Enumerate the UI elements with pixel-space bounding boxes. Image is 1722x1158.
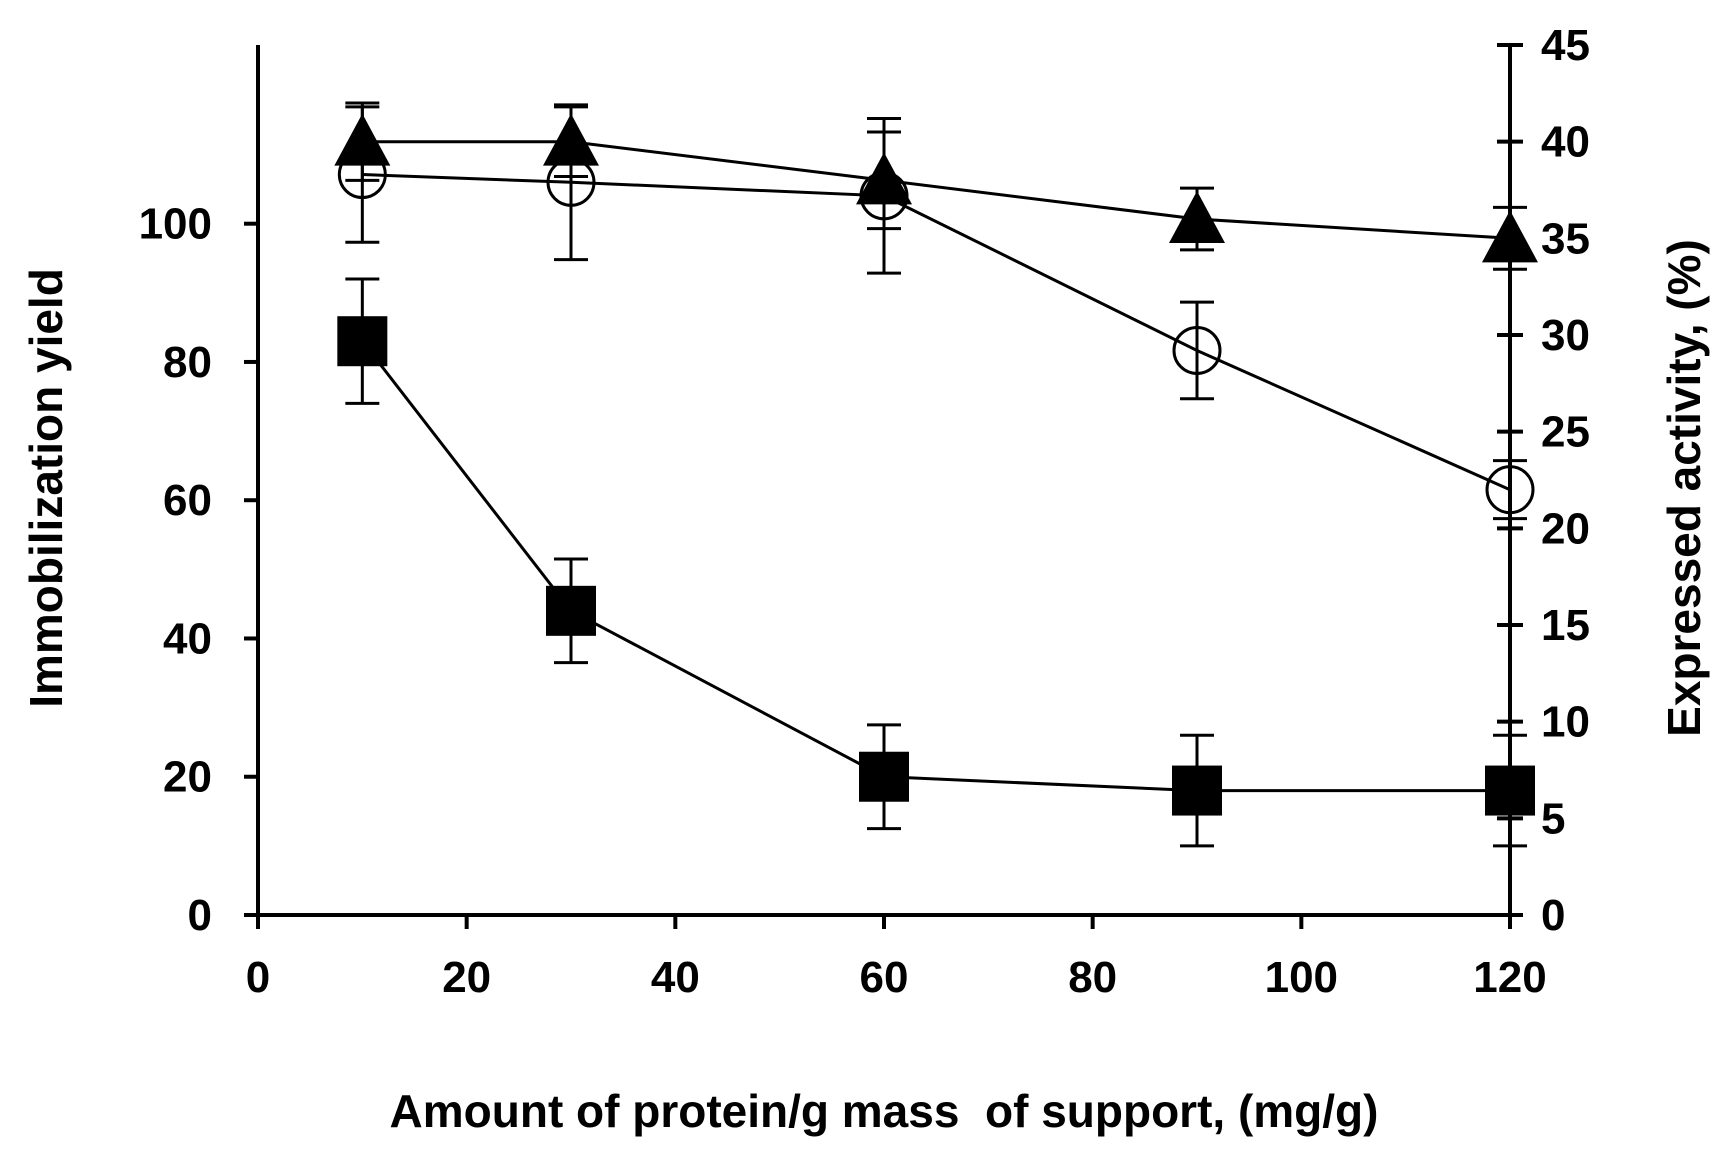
y2-tick-label: 35 <box>1541 214 1590 263</box>
y2-tick-label: 25 <box>1541 408 1590 457</box>
error-bars <box>345 101 1527 848</box>
y-tick-label: 80 <box>163 338 212 387</box>
square-marker <box>546 585 596 636</box>
x-tick-label: 0 <box>246 953 270 1002</box>
triangle-marker <box>1482 210 1538 263</box>
y-tick-label: 60 <box>163 476 212 525</box>
square-marker <box>1485 765 1535 816</box>
y2-tick-label: 15 <box>1541 601 1590 650</box>
square-marker <box>337 316 388 367</box>
x-tick-label: 80 <box>1068 953 1117 1002</box>
square-series-line <box>361 340 1510 793</box>
y2-tick-label: 5 <box>1541 794 1565 843</box>
circle-marker <box>1485 465 1535 515</box>
y2-tick-label: 10 <box>1541 698 1590 747</box>
x-tick-label: 100 <box>1265 953 1338 1002</box>
ticks: 0 20 40 60 80 100 120 0 20 40 60 80 100 0 5 10 15 20 25 30 3… <box>139 21 1590 1002</box>
x-tick-label: 40 <box>651 953 700 1002</box>
y2-tick-label: 0 <box>1541 891 1565 940</box>
x-tick-label: 120 <box>1473 953 1546 1002</box>
y2-tick-label: 30 <box>1541 311 1590 360</box>
circle-marker <box>1172 325 1222 375</box>
x-tick-label: 20 <box>442 953 491 1002</box>
y2-tick-label: 40 <box>1541 118 1590 167</box>
series-lines <box>361 140 1511 793</box>
triangle-marker <box>334 113 391 166</box>
y-tick-label: 100 <box>139 200 212 249</box>
markers <box>334 113 1538 816</box>
triangle-marker <box>856 152 912 205</box>
x-axis-title: Amount of protein/g mass of support, (mg… <box>390 1085 1379 1137</box>
triangle-marker <box>543 113 599 166</box>
y-tick-label: 20 <box>163 753 212 802</box>
y2-tick-label: 45 <box>1541 21 1590 70</box>
circle-series-line <box>362 173 1511 492</box>
y-tick-label: 40 <box>163 614 212 663</box>
x-tick-label: 60 <box>860 953 909 1002</box>
square-marker <box>859 751 909 802</box>
triangle-series-line <box>362 140 1511 240</box>
y-axis-left-title: Immobilization yield <box>20 268 72 708</box>
square-marker <box>1172 765 1222 816</box>
y-tick-label: 0 <box>188 891 212 940</box>
triangle-marker <box>1169 191 1225 243</box>
y2-tick-label: 20 <box>1541 504 1590 553</box>
y-axis-right-title: Expressed activity, (%) <box>1658 239 1710 737</box>
